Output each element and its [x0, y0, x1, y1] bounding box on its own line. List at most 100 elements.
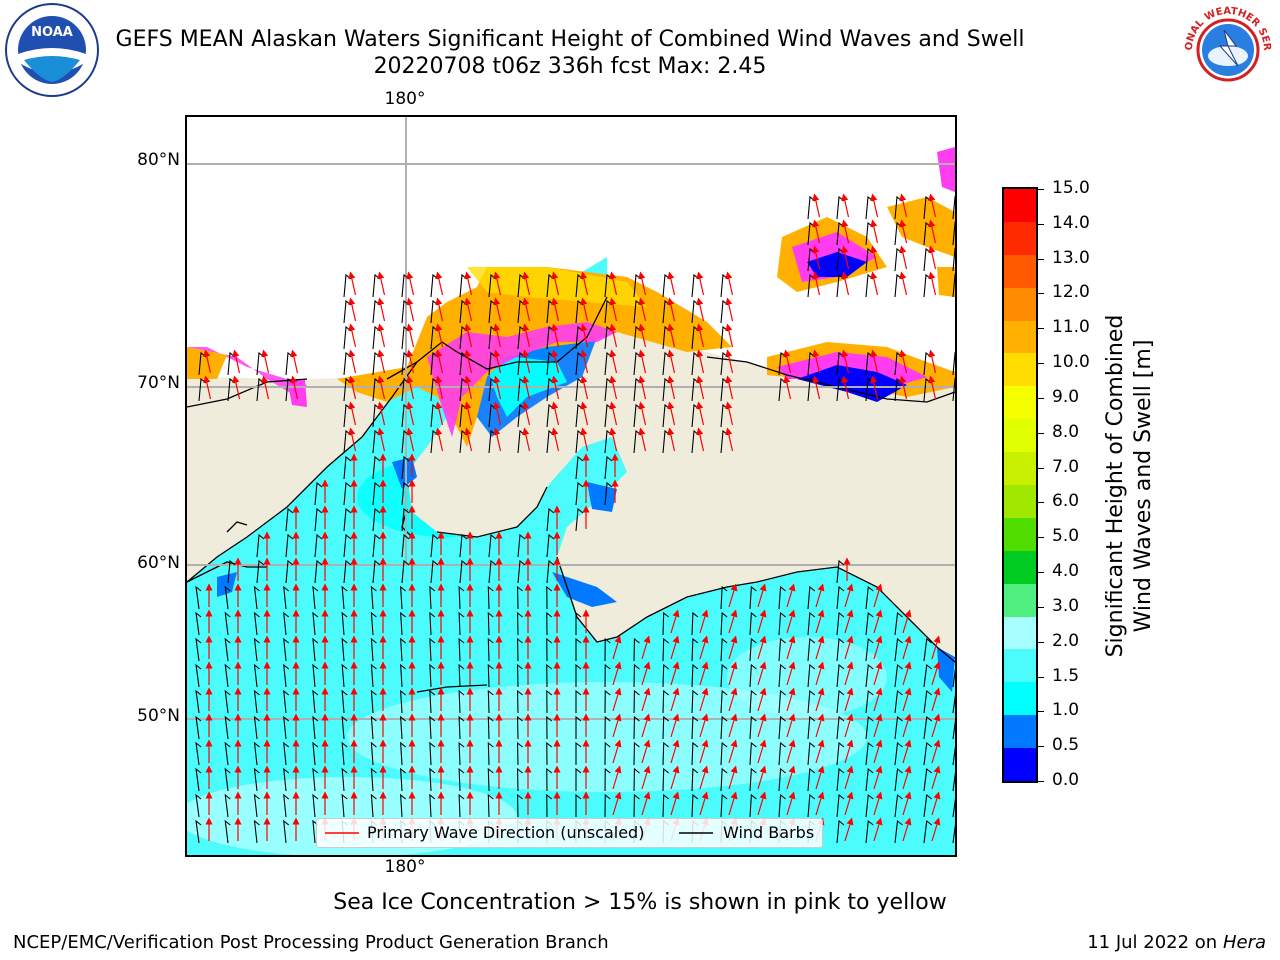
colorbar-tick-mark [1036, 641, 1044, 643]
wind-barb [283, 611, 290, 636]
wave-direction-arrow [841, 271, 850, 296]
wave-direction-arrow [815, 739, 825, 764]
wind-barb [749, 611, 757, 636]
wave-direction-arrow [699, 713, 709, 738]
wind-barb [894, 689, 903, 714]
wave-direction-arrow [667, 271, 676, 296]
wind-barb [604, 767, 611, 792]
wind-barb [400, 689, 406, 714]
wind-barb [662, 741, 670, 766]
colorbar-tick-mark [1036, 328, 1044, 330]
wave-direction-arrow [725, 271, 734, 296]
wind-barb [283, 585, 290, 610]
wave-direction-arrow [873, 765, 883, 790]
wind-barb [370, 793, 377, 818]
wave-direction-arrow [493, 401, 502, 426]
footer-credit: NCEP/EMC/Verification Post Processing Pr… [13, 932, 609, 953]
wind-barbs-legend-label: Wind Barbs [723, 823, 815, 842]
wind-barb [400, 637, 406, 662]
wind-barb [341, 793, 348, 818]
wind-barb [314, 507, 323, 532]
wind-barb [253, 819, 260, 844]
wind-barb [807, 741, 816, 766]
wave-direction-arrow [406, 297, 415, 322]
wave-direction-arrow [928, 349, 937, 374]
colorbar-title: Significant Height of Combined Wind Wave… [1102, 186, 1158, 786]
wave-direction-arrow [493, 427, 502, 452]
wave-direction-arrow [493, 375, 502, 400]
wind-barb [778, 715, 786, 740]
wave-direction-arrow [609, 349, 618, 374]
wave-direction-arrow [522, 349, 531, 374]
wind-barb [923, 689, 933, 714]
wave-direction-arrow [493, 323, 502, 348]
wave-direction-arrow [670, 635, 680, 660]
wind-barb [749, 793, 757, 818]
colorbar-tick-mark [1036, 502, 1044, 504]
colorbar-segment [1004, 419, 1036, 453]
wind-barb [341, 663, 348, 688]
wind-barb [952, 823, 955, 844]
sea-ice-note: Sea Ice Concentration > 15% is shown in … [333, 890, 947, 915]
wave-direction-arrow [786, 739, 796, 764]
wind-barb [546, 611, 553, 636]
colorbar-tick-label: 9.0 [1052, 386, 1080, 407]
colorbar-tick-mark [1036, 397, 1044, 399]
wave-direction-arrow [580, 271, 589, 296]
wind-barbs-legend-line [679, 832, 713, 834]
wave-direction-arrow [612, 791, 622, 816]
wind-barb [343, 533, 352, 558]
wind-barb [224, 819, 231, 844]
wind-barb [516, 741, 523, 766]
wave-direction-arrow [870, 219, 879, 244]
wind-barb [662, 689, 670, 714]
wind-barb [575, 767, 582, 792]
wave-direction-arrow [699, 765, 709, 790]
wind-barb [662, 715, 670, 740]
wind-barb [778, 585, 786, 610]
wind-barb [283, 819, 290, 844]
wind-barb [312, 689, 319, 714]
colorbar-tick-mark [1036, 293, 1044, 295]
wave-direction-arrow [348, 271, 357, 296]
wind-barb [807, 663, 816, 688]
wind-barb [575, 455, 584, 480]
wind-barb [691, 637, 699, 662]
wind-barb [720, 793, 728, 818]
wave-direction-arrow [670, 765, 680, 790]
wave-direction-arrow [728, 661, 738, 686]
wave-direction-arrow [728, 765, 738, 790]
colorbar-tick-label: 2.0 [1052, 630, 1080, 651]
wind-barb [720, 637, 728, 662]
wave-direction-arrow [638, 375, 647, 400]
wave-direction-arrow [348, 427, 357, 452]
wave-direction-arrow [261, 375, 270, 400]
wind-barb [633, 663, 640, 688]
wind-barb [952, 377, 955, 402]
wind-barb [836, 663, 845, 688]
wave-direction-arrow [580, 349, 589, 374]
wind-barb [836, 637, 845, 662]
wind-barb [662, 663, 670, 688]
colorbar-tick-mark [1036, 223, 1044, 225]
wind-barb [604, 481, 613, 506]
wave-direction-arrow [699, 739, 709, 764]
wave-direction-arrow [844, 635, 854, 660]
wind-barb [691, 715, 699, 740]
wind-barb [778, 793, 786, 818]
wind-barb [575, 611, 582, 636]
wind-barb [633, 767, 640, 792]
wind-barb [401, 507, 410, 532]
wind-barb [749, 715, 757, 740]
wave-direction-arrow [551, 323, 560, 348]
wave-direction-arrow [870, 245, 879, 270]
wave-direction-arrow [931, 765, 941, 790]
map-plot-area [185, 115, 957, 857]
wave-direction-arrow [641, 765, 651, 790]
wind-barb [429, 767, 436, 792]
wave-direction-arrow [728, 635, 738, 660]
colorbar-segment [1004, 254, 1036, 289]
wave-direction-arrow [815, 661, 825, 686]
wave-direction-arrow [899, 245, 908, 270]
wind-barb [952, 719, 955, 740]
